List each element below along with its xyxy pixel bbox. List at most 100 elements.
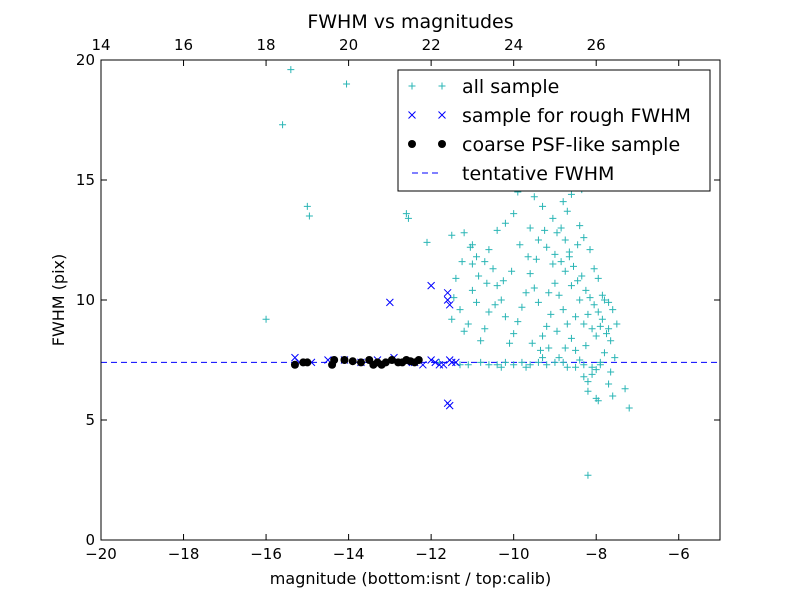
all-sample-point	[559, 306, 567, 314]
all-sample-series	[262, 66, 633, 479]
all-sample-point	[549, 260, 557, 268]
y-axis-title: FWHM (pix)	[49, 254, 68, 347]
all-sample-point	[557, 258, 565, 266]
all-sample-point	[404, 214, 412, 222]
top-tick-label: 26	[587, 36, 606, 54]
all-sample-point	[605, 298, 613, 306]
all-sample-point	[501, 358, 509, 366]
x-tick-label: −20	[85, 545, 117, 563]
all-sample-point	[576, 296, 584, 304]
all-sample-point	[460, 229, 468, 237]
all-sample-point	[592, 332, 600, 340]
all-sample-point	[448, 231, 456, 239]
all-sample-point	[423, 238, 431, 246]
all-sample-point	[524, 253, 532, 261]
x-axis-title: magnitude (bottom:isnt / top:calib)	[270, 569, 551, 588]
all-sample-point	[580, 234, 588, 242]
all-sample-point	[551, 358, 559, 366]
y-tick-label: 20	[76, 51, 95, 69]
legend-label: tentative FWHM	[462, 163, 614, 185]
all-sample-point	[518, 358, 526, 366]
all-sample-point	[510, 361, 518, 369]
series-layer	[262, 66, 633, 479]
all-sample-point	[473, 298, 481, 306]
rough-fwhm-sample-point	[427, 281, 435, 290]
legend: all sample sample for rough FWHM coarse PS…	[397, 69, 711, 192]
all-sample-point	[530, 284, 538, 292]
all-sample-point	[534, 358, 542, 366]
all-sample-point	[483, 279, 491, 287]
legend-label: sample for rough FWHM	[462, 105, 691, 127]
legend-all-sample: all sample	[408, 76, 559, 98]
all-sample-point	[603, 330, 611, 338]
all-sample-point	[485, 308, 493, 316]
all-sample-point	[549, 214, 557, 222]
all-sample-point	[516, 241, 524, 249]
all-sample-point	[600, 349, 608, 357]
all-sample-point	[576, 356, 584, 364]
all-sample-point	[493, 226, 501, 234]
all-sample-point	[485, 361, 493, 369]
legend-swatch	[408, 82, 416, 90]
all-sample-point	[518, 303, 526, 311]
all-sample-point	[468, 286, 476, 294]
all-sample-point	[553, 229, 561, 237]
all-sample-point	[600, 296, 608, 304]
legend-tentative-fwhm: tentative FWHM	[412, 163, 614, 185]
all-sample-point	[592, 366, 600, 374]
all-sample-point	[572, 346, 580, 354]
all-sample-point	[534, 298, 542, 306]
legend-box	[397, 69, 711, 192]
all-sample-point	[588, 325, 596, 333]
all-sample-point	[475, 272, 483, 280]
all-sample-point	[580, 320, 588, 328]
psf-like-sample-point	[290, 360, 299, 369]
top-tick-label: 22	[422, 36, 441, 54]
all-sample-point	[522, 363, 530, 371]
all-sample-point	[543, 243, 551, 251]
all-sample-point	[557, 224, 565, 232]
all-sample-point	[574, 277, 582, 285]
all-sample-point	[343, 80, 351, 88]
all-sample-point	[567, 334, 575, 342]
rough-fwhm-sample-point	[445, 401, 454, 410]
all-sample-point	[555, 291, 563, 299]
psf-like-sample-point	[348, 357, 357, 366]
chart-title: FWHM vs magnitudes	[307, 11, 513, 33]
all-sample-point	[510, 210, 518, 218]
all-sample-point	[555, 354, 563, 362]
all-sample-point	[582, 286, 590, 294]
all-sample-point	[592, 394, 600, 402]
all-sample-point	[594, 308, 602, 316]
all-sample-point	[473, 253, 481, 261]
all-sample-point	[497, 363, 505, 371]
all-sample-point	[526, 361, 534, 369]
all-sample-point	[536, 346, 544, 354]
all-sample-point	[526, 224, 534, 232]
x-tick-label: −16	[250, 545, 282, 563]
all-sample-point	[485, 246, 493, 254]
all-sample-point	[539, 354, 547, 362]
all-sample-point	[565, 253, 573, 261]
all-sample-point	[605, 325, 613, 333]
top-tick-label: 20	[339, 36, 358, 54]
all-sample-point	[547, 310, 555, 318]
all-sample-point	[607, 368, 615, 376]
psf-like-sample-point	[414, 356, 423, 364]
all-sample-point	[543, 361, 551, 369]
psf-like-sample-point	[356, 358, 365, 367]
all-sample-point	[450, 294, 458, 302]
all-sample-point	[287, 66, 295, 74]
psf-like-sample-point	[340, 356, 349, 364]
all-sample-point	[613, 320, 621, 328]
all-sample-point	[611, 354, 619, 362]
all-sample-point	[572, 363, 580, 371]
all-sample-point	[598, 315, 606, 323]
all-sample-point	[596, 322, 604, 330]
all-sample-point	[580, 373, 588, 381]
all-sample-point	[572, 313, 580, 321]
legend-swatch	[438, 140, 446, 148]
all-sample-point	[303, 202, 311, 210]
all-sample-point	[563, 363, 571, 371]
